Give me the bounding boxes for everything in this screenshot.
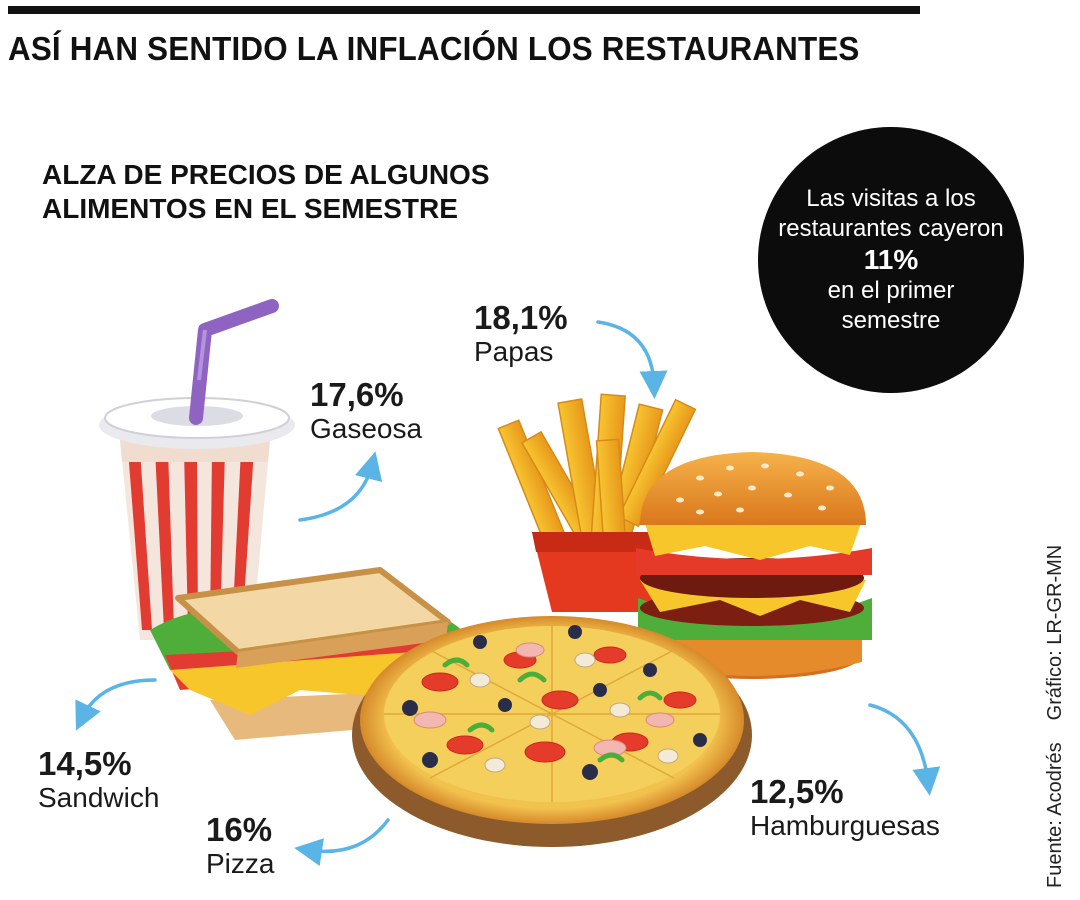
top-rule [8,6,920,14]
label-gaseosa: 17,6% Gaseosa [310,377,422,445]
pizza-icon [352,616,752,847]
callout-line-2: restaurantes cayeron [778,215,1004,242]
callout-line-4: semestre [841,307,941,334]
curved-arrow-icon [75,320,941,866]
headline: ASÍ HAN SENTIDO LA INFLACIÓN LOS RESTAUR… [8,30,860,67]
subtitle-line-1: ALZA DE PRECIOS DE ALGUNOS [42,159,490,190]
label-hamburguesas-pct: 12,5% [750,773,844,810]
graphic-credit: Gráfico: LR-GR-MN [1044,544,1066,721]
subtitle: ALZA DE PRECIOS DE ALGUNOS ALIMENTOS EN … [42,158,490,226]
callout-line-1: Las visitas a los [806,185,976,212]
label-pizza-pct: 16% [206,811,273,848]
credits: Fuente: Acodrés Gráfico: LR-GR-MN [1044,528,1067,888]
label-hamburguesas-name: Hamburguesas [750,810,940,841]
label-gaseosa-name: Gaseosa [310,413,423,444]
callout-line-3: en el primer [827,277,955,304]
label-papas-pct: 18,1% [474,299,568,336]
label-hamburguesas: 12,5% Hamburguesas [750,774,940,842]
label-sandwich-pct: 14,5% [38,745,132,782]
source-credit: Fuente: Acodrés [1044,742,1066,888]
sandwich-icon [150,567,470,740]
label-papas: 18,1% Papas [474,300,568,368]
label-sandwich: 14,5% Sandwich [38,746,159,814]
label-pizza: 16% Pizza [206,812,274,880]
burger-icon [636,452,872,679]
label-sandwich-name: Sandwich [38,782,160,813]
label-pizza-name: Pizza [206,848,275,879]
callout-value: 11% [863,244,919,275]
french-fries-icon [497,393,697,612]
label-papas-name: Papas [474,336,554,367]
label-gaseosa-pct: 17,6% [310,376,404,413]
subtitle-line-2: ALIMENTOS EN EL SEMESTRE [42,193,458,224]
callout-bubble: Las visitas a los restaurantes cayeron 1… [758,127,1024,393]
